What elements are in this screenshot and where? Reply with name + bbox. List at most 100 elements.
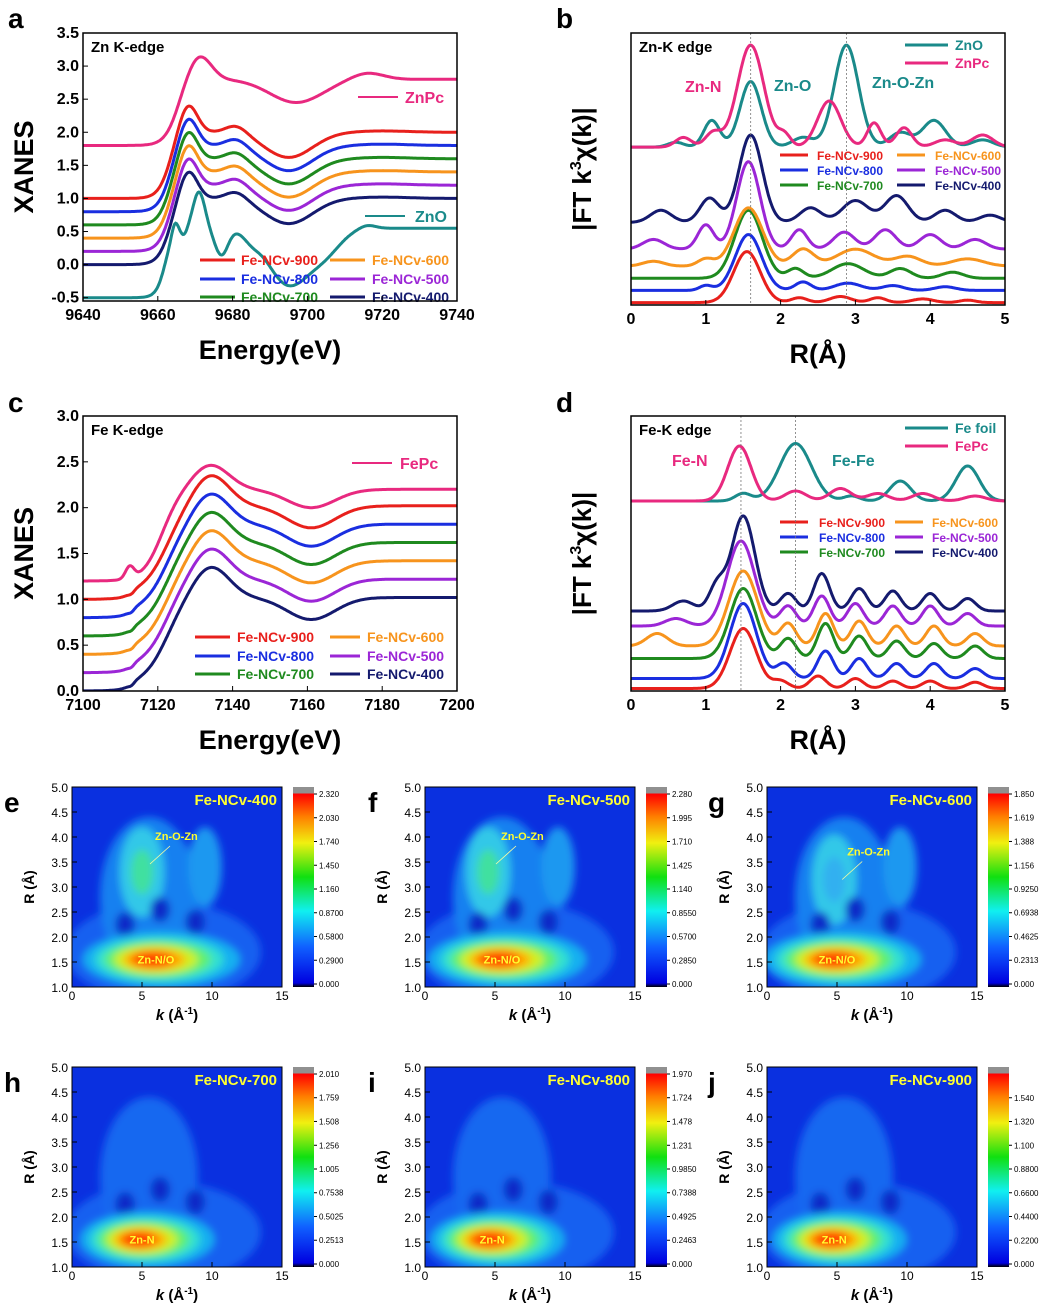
plot-area [83, 463, 457, 691]
series-line-fe-ncv-500 [83, 547, 457, 675]
heatmap-peak-contour [813, 1232, 849, 1247]
y-tick-label: 3.5 [404, 1136, 421, 1150]
series-line-fepc [631, 444, 1005, 503]
y-tick-label: 2.0 [51, 931, 68, 945]
x-tick-label: 7120 [140, 697, 176, 714]
legend-label: Fe-NCv-700 [237, 666, 314, 682]
colorbar-label: 1.970 [672, 1070, 693, 1079]
y-tick-label: 0.0 [57, 257, 79, 274]
x-tick-label: 15 [970, 989, 984, 1003]
annotation-arrow [495, 845, 517, 865]
heatmap-minimum [468, 1192, 489, 1217]
x-label-sup: -1 [184, 1006, 193, 1017]
y-tick-label: 5.0 [51, 1061, 68, 1075]
colorbar-label: 1.100 [1014, 1141, 1035, 1150]
y-tick-label: 2.0 [404, 931, 421, 945]
heatmap-minimum [185, 909, 205, 935]
y-tick-label: 3.0 [404, 881, 421, 895]
x-axis-label: Energy(eV) [199, 725, 342, 755]
x-tick-label: 10 [558, 1269, 572, 1283]
peak-label: Zn-N/O [819, 955, 856, 967]
panel-b: b Zn-K edge Fe-NCv-900 Fe-NCv-600 Fe-NCv-800… [556, 3, 1010, 369]
series-line-fe-ncv-900 [631, 250, 1005, 305]
peak-label: Zn-N [480, 1235, 505, 1247]
colorbar-label: 1.759 [319, 1094, 340, 1103]
peak-annotation: Zn-O-Zn [872, 75, 934, 92]
x-label-sup: -1 [537, 1006, 546, 1017]
x-tick-label: 5 [139, 989, 146, 1003]
y-tick-label: 4.0 [404, 1111, 421, 1125]
legend-label: Fe-NCv-800 [817, 164, 883, 178]
y-tick-label: 5.0 [404, 781, 421, 795]
panel-g: g Zn-N/O Zn-O-Zn Fe-NCv-600 0.000 0.2313 0.462… [708, 781, 1039, 1024]
y-axis-label: XANES [9, 120, 39, 213]
colorbar-label: 1.256 [319, 1141, 340, 1150]
series-line-fe-ncv-700 [83, 130, 457, 227]
series-line-fe-ncv-900 [83, 474, 457, 601]
colorbar-label: 0.9850 [672, 1165, 697, 1174]
panel-letter-b: b [556, 3, 573, 34]
panel-title: Zn K-edge [91, 39, 164, 56]
y-tick-label: 4.5 [746, 1086, 763, 1100]
colorbar-label: 0.4400 [1014, 1213, 1039, 1222]
y-tick-label: 3.0 [404, 1161, 421, 1175]
colorbar-label: 0.000 [319, 1260, 340, 1269]
x-label-close: ) [546, 1007, 551, 1024]
plot-area: Zn-N/O Zn-O-Zn Fe-NCv-400 [72, 787, 282, 987]
series-line-fe-ncv-800 [631, 601, 1005, 680]
y-tick-label: 0.0 [57, 683, 79, 700]
legend-label: Fe-NCv-400 [935, 179, 1001, 193]
panel-c: c Fe K-edge Fe-NCv-900 Fe-NCv-600 Fe-NCv-800… [8, 387, 475, 755]
colorbar-label: 1.710 [672, 838, 693, 847]
y-tick-label: 3.0 [746, 881, 763, 895]
colorbar-label: 0.2900 [319, 956, 344, 965]
colorbar-label: 1.995 [672, 814, 693, 823]
y-tick-label: 4.0 [51, 831, 68, 845]
y-label-sup: 3 [568, 161, 585, 170]
x-tick-label: 1 [701, 697, 710, 714]
y-tick-label: 1.5 [404, 1236, 421, 1250]
panel-i: i Zn-N Fe-NCv-800 0.000 0.2463 0.4925 0.7388 0.… [368, 1061, 697, 1304]
series-line-fe-ncv-400 [631, 514, 1005, 613]
x-tick-label: 5 [1001, 697, 1010, 714]
heatmap-peak-contour [131, 952, 174, 967]
y-tick-label: 1.5 [51, 956, 68, 970]
y-tick-label: 1.0 [51, 1261, 68, 1275]
heatmap-minimum [150, 897, 170, 922]
x-tick-label: 5 [834, 989, 841, 1003]
series-line-fe-ncv-700 [83, 510, 457, 638]
legend-label: Fe-NCv-800 [819, 531, 885, 545]
colorbar-label: 1.425 [672, 861, 693, 870]
y-tick-label: 2.0 [746, 1211, 763, 1225]
y-tick-label: 2.5 [57, 454, 79, 471]
colorbar [646, 787, 667, 987]
x-tick-label: 0 [69, 989, 76, 1003]
x-label-var: k [851, 1007, 860, 1024]
x-tick-label: 7180 [364, 697, 400, 714]
colorbar-label: 2.010 [319, 1070, 340, 1079]
y-tick-label: 2.0 [746, 931, 763, 945]
heatmap-minimum [150, 1177, 170, 1202]
plot-area [631, 43, 1005, 305]
x-label-sup: -1 [184, 1286, 193, 1297]
x-axis-label: k (Å-1) [156, 1006, 198, 1024]
y-tick-label: 5.0 [746, 781, 763, 795]
y-tick-label: 5.0 [51, 781, 68, 795]
x-label-close: ) [888, 1287, 893, 1304]
y-tick-label: 2.0 [404, 1211, 421, 1225]
y-tick-label: 3.0 [746, 1161, 763, 1175]
colorbar-label: 0.8550 [672, 909, 697, 918]
y-tick-label: 1.5 [57, 546, 79, 563]
colorbar-label: 1.156 [1014, 861, 1035, 870]
series-line-fe-ncv-800 [83, 492, 457, 620]
x-label-unit: (Å [164, 1287, 184, 1304]
panel-e: e Zn-N/O Zn-O-Zn Fe-NCv-400 0.000 0.2900 0.580… [4, 781, 344, 1024]
x-label-close: ) [546, 1287, 551, 1304]
y-tick-label: 4.5 [404, 1086, 421, 1100]
y-tick-label: 4.5 [51, 1086, 68, 1100]
colorbar [988, 1067, 1009, 1267]
plot-area [631, 441, 1005, 690]
heatmap-peak-contour [471, 1232, 507, 1247]
x-label-close: ) [193, 1287, 198, 1304]
series-line-fe-ncv-400 [83, 565, 457, 691]
